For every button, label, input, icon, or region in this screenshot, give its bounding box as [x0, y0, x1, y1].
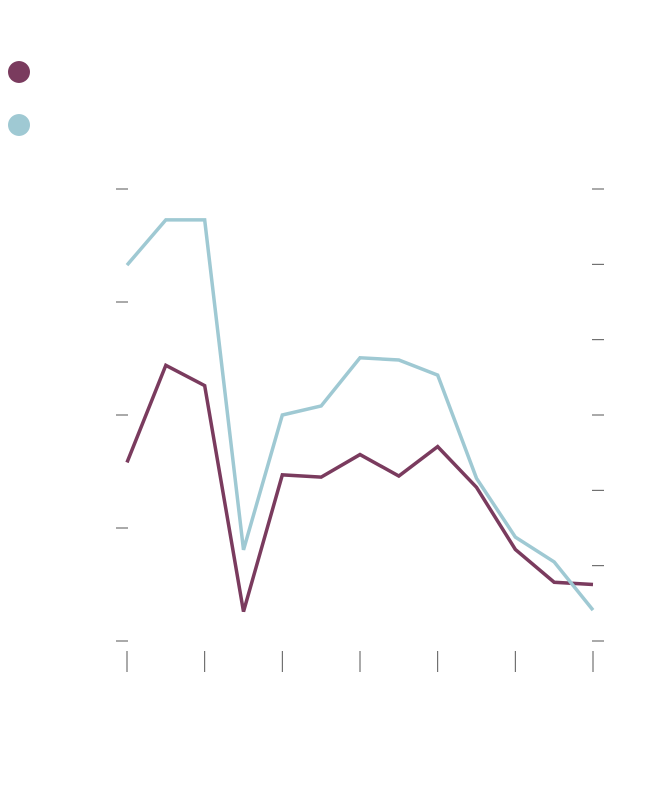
legend-marker: [8, 61, 30, 83]
legend-marker: [8, 114, 30, 136]
series-line: [125, 362, 594, 613]
series-line: [125, 218, 595, 612]
